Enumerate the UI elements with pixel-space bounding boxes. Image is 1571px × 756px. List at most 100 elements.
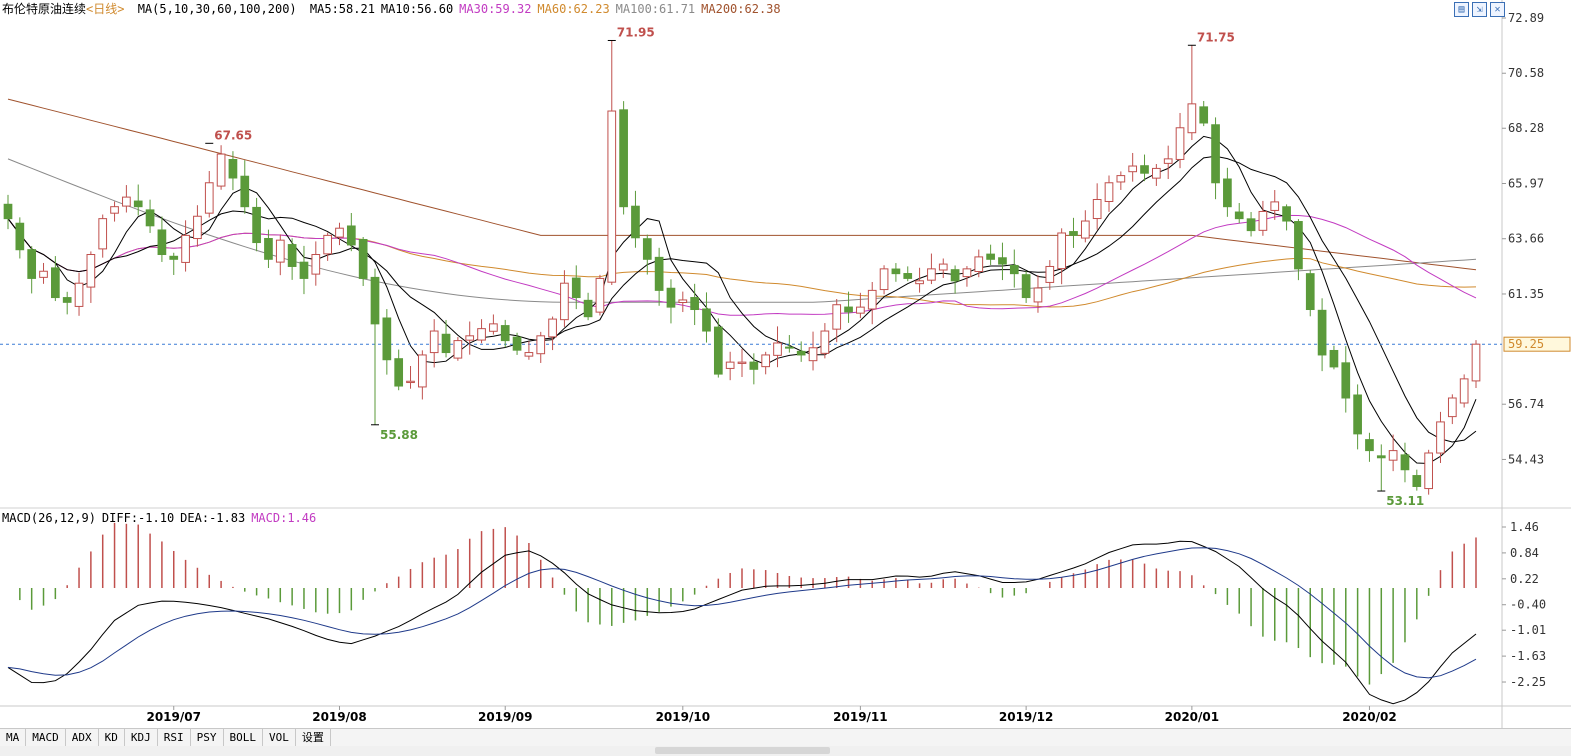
candle-body xyxy=(1424,452,1433,490)
macd-tick-label: -0.40 xyxy=(1510,598,1546,612)
macd-diff-line xyxy=(7,540,1477,705)
tab-8[interactable]: VOL xyxy=(263,729,296,746)
ma-value-4: MA100:61.71 xyxy=(615,2,696,16)
tab-9[interactable]: 设置 xyxy=(296,729,331,746)
candle-body xyxy=(974,256,984,273)
tab-0[interactable]: MA xyxy=(0,729,27,746)
annotation-label: 67.65 xyxy=(214,128,252,142)
candle-body xyxy=(453,340,463,359)
price-tick-label: 56.74 xyxy=(1508,397,1544,411)
tab-6[interactable]: PSY xyxy=(191,729,224,746)
candle-body xyxy=(74,282,84,307)
candle-body xyxy=(27,249,37,279)
candle-body xyxy=(856,306,865,314)
candle-body xyxy=(240,175,250,208)
tab-2[interactable]: ADX xyxy=(66,729,99,746)
candle-body xyxy=(358,238,368,279)
price-tick-label: 54.43 xyxy=(1508,452,1544,466)
tab-4[interactable]: KDJ xyxy=(125,729,158,746)
candle-body xyxy=(832,304,842,330)
macd-value: MACD:1.46 xyxy=(251,511,317,525)
candle-body xyxy=(1211,124,1220,184)
candle-body xyxy=(1080,220,1090,239)
price-panel-header: 布伦特原油连续<日线> MA(5,10,30,60,100,200) MA5:5… xyxy=(2,0,793,18)
candle-body xyxy=(122,196,131,207)
candle-body xyxy=(169,255,179,260)
tab-7[interactable]: BOLL xyxy=(224,729,263,746)
candle-body xyxy=(1163,158,1173,164)
candle-body xyxy=(1388,450,1398,461)
candle-body xyxy=(204,182,214,214)
candle-body xyxy=(3,203,13,220)
candle-body xyxy=(1447,397,1457,418)
candle-body xyxy=(1021,274,1031,299)
candle-body xyxy=(1246,218,1256,232)
candle-body xyxy=(1140,165,1149,174)
current-price-box xyxy=(1503,336,1571,352)
candle-body xyxy=(311,254,321,275)
date-label: 2020/02 xyxy=(1342,710,1396,724)
candle-body xyxy=(879,268,889,291)
candle-body xyxy=(193,215,202,240)
layout-icon[interactable]: ▤ xyxy=(1454,2,1469,17)
candle-body xyxy=(1175,127,1185,160)
candle-body xyxy=(524,352,534,357)
candle-body xyxy=(1234,211,1244,220)
candle-body xyxy=(725,361,735,369)
candle-body xyxy=(228,158,238,179)
price-tick-label: 68.28 xyxy=(1508,121,1544,135)
tab-1[interactable]: MACD xyxy=(26,729,66,746)
ma200-line xyxy=(7,98,1477,271)
candle-body xyxy=(1376,455,1386,459)
candle-body xyxy=(927,268,936,281)
candle-body xyxy=(654,256,664,291)
candle-body xyxy=(1104,182,1114,202)
candle-body xyxy=(702,308,711,332)
candle-body xyxy=(1092,199,1102,220)
macd-tick-label: 0.84 xyxy=(1510,546,1539,560)
candle-body xyxy=(915,280,924,285)
candle-body xyxy=(98,218,108,250)
annotation-label: 71.95 xyxy=(617,25,655,39)
candle-body xyxy=(157,229,167,256)
price-tick-label: 59.25 xyxy=(1508,337,1544,351)
ma-params: MA(5,10,30,60,100,200) xyxy=(137,2,297,16)
candle-body xyxy=(465,335,475,341)
candle-body xyxy=(1329,349,1339,368)
candle-body xyxy=(867,289,877,310)
tab-5[interactable]: RSI xyxy=(158,729,191,746)
macd-label: MACD(26,12,9) xyxy=(2,511,96,525)
ma-value-0: MA5:58.21 xyxy=(309,2,375,16)
candle-body xyxy=(1282,206,1291,222)
candle-body xyxy=(1152,167,1161,179)
window-controls: ▤ ⇲ ✕ xyxy=(1454,2,1505,17)
candle-body xyxy=(1471,343,1481,382)
candle-body xyxy=(571,277,581,299)
macd-diff: DIFF:-1.10 xyxy=(101,511,175,525)
price-tick-label: 72.89 xyxy=(1508,11,1544,25)
candle-body xyxy=(1305,273,1315,311)
scrollbar-thumb[interactable] xyxy=(655,747,830,754)
candle-body xyxy=(335,227,344,238)
period-label[interactable]: <日线> xyxy=(86,2,125,16)
ma-value-1: MA10:56.60 xyxy=(380,2,454,16)
macd-tick-label: -1.01 xyxy=(1510,623,1546,637)
expand-icon[interactable]: ⇲ xyxy=(1472,2,1487,17)
candle-body xyxy=(548,318,557,338)
candle-body xyxy=(713,326,723,375)
candle-body xyxy=(998,257,1007,265)
candle-body xyxy=(1128,165,1138,173)
macd-tick-label: 1.46 xyxy=(1510,520,1539,534)
ma-value-3: MA60:62.23 xyxy=(537,2,610,16)
indicator-tabs: MA MACD ADX KD KDJ RSI PSY BOLL VOL 设置 xyxy=(0,728,1571,747)
close-icon[interactable]: ✕ xyxy=(1490,2,1505,17)
candle-body xyxy=(1341,362,1351,399)
candle-body xyxy=(1069,231,1078,236)
candle-body xyxy=(844,306,853,313)
ma100-line xyxy=(7,158,1477,303)
instrument-title: 布伦特原油连续 xyxy=(2,2,87,16)
candle-body xyxy=(619,109,628,208)
tab-3[interactable]: KD xyxy=(99,729,125,746)
annotation-label: 71.75 xyxy=(1197,30,1235,44)
